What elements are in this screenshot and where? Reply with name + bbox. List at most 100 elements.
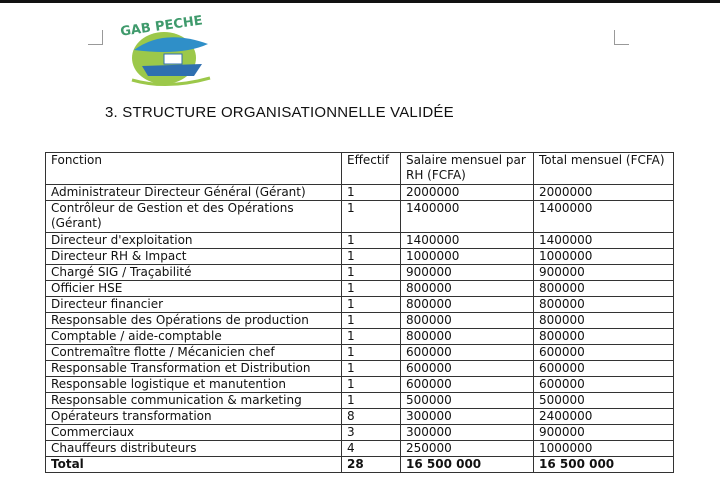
table-cell: 1 <box>341 248 401 265</box>
logo-wave <box>131 76 211 87</box>
table-row: Responsable des Opérations de production… <box>45 312 674 329</box>
table-row: Contremaître flotte / Mécanicien chef 1 60… <box>45 344 674 361</box>
table-row: Directeur financier 1 800000 800000 <box>45 296 674 313</box>
table-cell: 1400000 <box>533 200 674 233</box>
table-cell: Directeur RH & Impact <box>45 248 342 265</box>
table-cell: 800000 <box>533 312 674 329</box>
table-cell: Responsable Transformation et Distributi… <box>45 360 342 377</box>
table-cell: 3 <box>341 424 401 441</box>
table-row: Directeur d'exploitation 1 1400000 1400000 <box>45 232 674 249</box>
table-cell: Opérateurs transformation <box>45 408 342 425</box>
table-cell: 900000 <box>400 264 534 281</box>
crop-mark <box>88 30 103 45</box>
table-row: Chauffeurs distributeurs 4 250000 1000000 <box>45 440 674 457</box>
table-cell: Commerciaux <box>45 424 342 441</box>
table-cell: 600000 <box>533 376 674 393</box>
logo-boat <box>142 64 202 76</box>
table-row: Administrateur Directeur Général (Gérant… <box>45 184 674 201</box>
table-row: Opérateurs transformation 8 300000 2400000 <box>45 408 674 425</box>
table-row: Responsable communication & marketing 1 50… <box>45 392 674 409</box>
table-cell: 300000 <box>400 408 534 425</box>
table-cell: 16 500 000 <box>400 456 534 473</box>
table-cell: Fonction <box>45 152 342 185</box>
table-cell: 2000000 <box>400 184 534 201</box>
table-cell: 800000 <box>533 280 674 297</box>
table-cell: 1000000 <box>533 248 674 265</box>
salary-table: Fonction Effectif Salaire mensuel par RH (… <box>45 152 674 473</box>
table-cell: 1 <box>341 328 401 345</box>
table-cell: 1 <box>341 200 401 233</box>
table-cell: 1 <box>341 312 401 329</box>
table-cell: 1 <box>341 280 401 297</box>
table-cell: 16 500 000 <box>533 456 674 473</box>
table-row: Responsable logistique et manutention 1 60… <box>45 376 674 393</box>
table-cell: 800000 <box>533 296 674 313</box>
table-cell: 800000 <box>400 280 534 297</box>
table-cell: 600000 <box>533 360 674 377</box>
table-cell: 1400000 <box>400 232 534 249</box>
table-cell: Directeur financier <box>45 296 342 313</box>
table-cell: 800000 <box>400 296 534 313</box>
table-row: Responsable Transformation et Distributi… <box>45 360 674 377</box>
table-cell: 800000 <box>400 312 534 329</box>
table-cell: 250000 <box>400 440 534 457</box>
table-cell: 600000 <box>400 376 534 393</box>
table-cell: 1400000 <box>400 200 534 233</box>
table-cell: 8 <box>341 408 401 425</box>
crop-mark <box>614 30 629 45</box>
table-cell: 2000000 <box>533 184 674 201</box>
table-cell: 1 <box>341 360 401 377</box>
table-cell: Contrôleur de Gestion et des Opérations … <box>45 200 342 233</box>
table-cell: Administrateur Directeur Général (Gérant… <box>45 184 342 201</box>
table-cell: 28 <box>341 456 401 473</box>
table-cell: 500000 <box>533 392 674 409</box>
table-cell: 1 <box>341 344 401 361</box>
table-cell: 1 <box>341 392 401 409</box>
total: Total 28 16 500 000 16 500 000 <box>45 456 674 473</box>
table-row: Contrôleur de Gestion et des Opérations … <box>45 200 674 233</box>
logo-cabin <box>163 53 183 65</box>
header-row: Fonction Effectif Salaire mensuel par RH (… <box>45 152 674 185</box>
table-cell: Total <box>45 456 342 473</box>
table-cell: 800000 <box>400 328 534 345</box>
table-cell: 1 <box>341 296 401 313</box>
table-cell: 1400000 <box>533 232 674 249</box>
table-cell: 1 <box>341 184 401 201</box>
table-cell: Effectif <box>341 152 401 185</box>
table-cell: 1 <box>341 376 401 393</box>
table-cell: 500000 <box>400 392 534 409</box>
table-cell: Officier HSE <box>45 280 342 297</box>
table-cell: 900000 <box>533 264 674 281</box>
table-cell: Chargé SIG / Traçabilité <box>45 264 342 281</box>
table-cell: Responsable communication & marketing <box>45 392 342 409</box>
table-cell: Chauffeurs distributeurs <box>45 440 342 457</box>
table-cell: Contremaître flotte / Mécanicien chef <box>45 344 342 361</box>
table-cell: Directeur d'exploitation <box>45 232 342 249</box>
table-cell: 600000 <box>400 360 534 377</box>
logo-fish <box>134 37 208 52</box>
table-cell: 2400000 <box>533 408 674 425</box>
table-cell: 300000 <box>400 424 534 441</box>
table-cell: Comptable / aide-comptable <box>45 328 342 345</box>
table-cell: Total mensuel (FCFA) <box>533 152 674 185</box>
table-cell: 1000000 <box>400 248 534 265</box>
table-row: Commerciaux 3 300000 900000 <box>45 424 674 441</box>
table-cell: Responsable des Opérations de production <box>45 312 342 329</box>
table-cell: 1000000 <box>533 440 674 457</box>
table-cell: 1 <box>341 264 401 281</box>
table-row: Officier HSE 1 800000 800000 <box>45 280 674 297</box>
table-cell: 900000 <box>533 424 674 441</box>
table-cell: 600000 <box>533 344 674 361</box>
table-cell: 800000 <box>533 328 674 345</box>
table-row: Directeur RH & Impact 1 1000000 1000000 <box>45 248 674 265</box>
table-row: Comptable / aide-comptable 1 800000 800000 <box>45 328 674 345</box>
table-cell: 4 <box>341 440 401 457</box>
top-rule <box>0 0 720 3</box>
table-cell: 1 <box>341 232 401 249</box>
table-cell: Salaire mensuel par RH (FCFA) <box>400 152 534 185</box>
table-row: Chargé SIG / Traçabilité 1 900000 900000 <box>45 264 674 281</box>
logo: GAB PECHE <box>119 13 211 87</box>
section-heading: 3. STRUCTURE ORGANISATIONNELLE VALIDÉE <box>105 104 454 121</box>
table-cell: 600000 <box>400 344 534 361</box>
